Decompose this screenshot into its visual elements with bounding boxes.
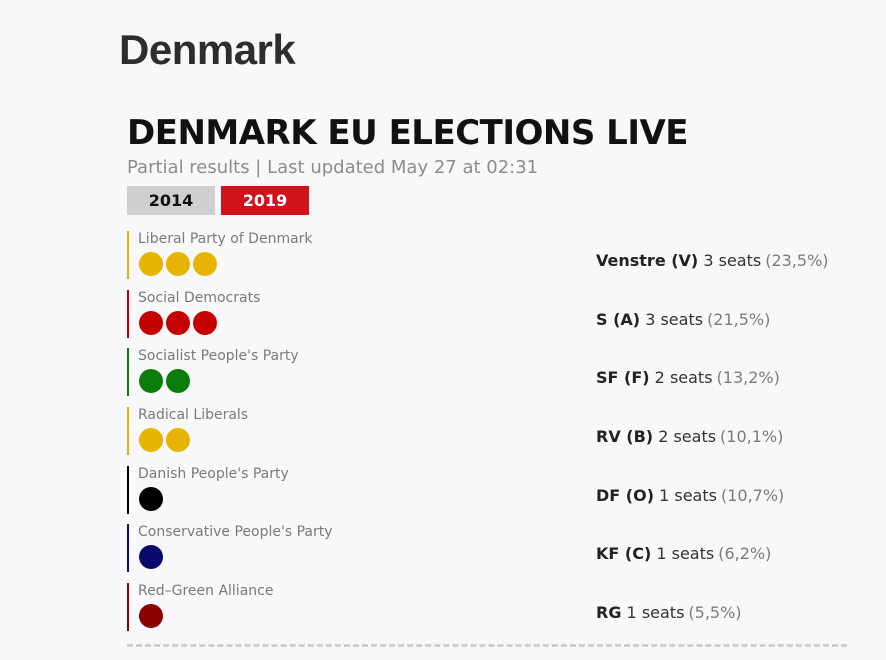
party-name: Red–Green Alliance bbox=[138, 583, 274, 600]
party-abbreviation: DF (O) bbox=[596, 485, 655, 505]
seat-dot bbox=[139, 486, 163, 511]
party-color-bar bbox=[127, 348, 129, 397]
party-percentage: (5,5%) bbox=[688, 603, 742, 623]
party-result: Venstre (V) 3 seats (23,5%) bbox=[596, 251, 829, 270]
party-seats: 1 seats bbox=[659, 485, 717, 505]
party-row: Liberal Party of Denmark Venstre (V) 3 se… bbox=[127, 231, 847, 290]
seat-dot bbox=[139, 545, 163, 570]
party-seats: 3 seats bbox=[703, 251, 762, 270]
party-row: Social Democrats S (A) 3 seats (21,5%) bbox=[127, 289, 847, 349]
party-result: SF (F) 2 seats (13,2%) bbox=[596, 368, 780, 387]
party-row: Conservative People's Party KF (C) 1 seat… bbox=[127, 524, 847, 583]
party-color-bar bbox=[127, 583, 129, 632]
seat-dot bbox=[166, 428, 190, 453]
divider bbox=[127, 644, 847, 647]
seat-dots bbox=[139, 428, 190, 453]
seat-dots bbox=[139, 486, 163, 511]
party-percentage: (6,2%) bbox=[718, 544, 772, 564]
party-seats: 2 seats bbox=[658, 427, 717, 447]
party-percentage: (10,1%) bbox=[720, 427, 784, 447]
party-list: Liberal Party of Denmark Venstre (V) 3 se… bbox=[127, 231, 847, 642]
party-name: Radical Liberals bbox=[138, 407, 249, 424]
party-name: Liberal Party of Denmark bbox=[138, 231, 313, 247]
party-seats: 2 seats bbox=[654, 368, 713, 388]
party-name: Social Democrats bbox=[138, 289, 261, 306]
widget-subtitle: Partial results | Last updated May 27 at… bbox=[127, 157, 539, 178]
party-result: RV (B) 2 seats (10,1%) bbox=[596, 427, 783, 446]
party-color-bar bbox=[127, 289, 129, 338]
party-color-bar bbox=[127, 465, 129, 514]
seat-dots bbox=[139, 545, 163, 570]
party-abbreviation: Venstre (V) bbox=[596, 251, 699, 270]
page-title: Denmark bbox=[119, 26, 296, 73]
party-result: DF (O) 1 seats (10,7%) bbox=[596, 486, 784, 505]
seat-dot bbox=[139, 428, 163, 453]
party-result: S (A) 3 seats (21,5%) bbox=[596, 310, 770, 329]
seat-dot bbox=[166, 310, 190, 335]
party-seats: 1 seats bbox=[656, 544, 715, 564]
seat-dot bbox=[139, 310, 163, 335]
seat-dot bbox=[139, 252, 163, 276]
election-widget: DENMARK EU ELECTIONS LIVE Partial result… bbox=[127, 112, 847, 642]
seat-dot bbox=[166, 252, 190, 276]
party-percentage: (23,5%) bbox=[765, 251, 829, 270]
party-abbreviation: KF (C) bbox=[596, 544, 652, 564]
party-color-bar bbox=[127, 407, 129, 456]
party-row: Radical Liberals RV (B) 2 seats (10,1%) bbox=[127, 407, 847, 466]
party-abbreviation: S (A) bbox=[596, 309, 641, 329]
seat-dots bbox=[139, 369, 190, 394]
tab-2019[interactable]: 2019 bbox=[221, 186, 309, 215]
party-percentage: (21,5%) bbox=[707, 309, 771, 329]
party-name: Conservative People's Party bbox=[138, 524, 333, 541]
party-percentage: (10,7%) bbox=[720, 485, 785, 505]
seat-dot bbox=[139, 604, 163, 629]
party-row: Red–Green Alliance RG 1 seats (5,5%) bbox=[127, 583, 847, 642]
widget-title: DENMARK EU ELECTIONS LIVE bbox=[127, 113, 689, 153]
party-name: Socialist People's Party bbox=[138, 348, 299, 365]
party-row: Danish People's Party DF (O) 1 seats (10,7… bbox=[127, 465, 847, 525]
party-percentage: (13,2%) bbox=[716, 368, 780, 388]
seat-dot bbox=[193, 310, 217, 335]
seat-dots bbox=[139, 604, 163, 629]
seat-dots bbox=[139, 252, 217, 276]
party-row: Socialist People's Party SF (F) 2 seats (1… bbox=[127, 348, 847, 407]
seat-dot bbox=[139, 369, 163, 394]
year-tabs: 2014 2019 bbox=[127, 186, 847, 215]
party-name: Danish People's Party bbox=[138, 465, 289, 482]
party-abbreviation: SF (F) bbox=[596, 368, 650, 388]
party-color-bar bbox=[127, 231, 129, 279]
tab-2014[interactable]: 2014 bbox=[127, 186, 215, 215]
seat-dots bbox=[139, 310, 217, 335]
party-result: KF (C) 1 seats (6,2%) bbox=[596, 544, 771, 563]
seat-dot bbox=[193, 252, 217, 276]
party-seats: 3 seats bbox=[645, 309, 704, 329]
seat-dot bbox=[166, 369, 190, 394]
party-abbreviation: RG bbox=[596, 603, 622, 623]
party-seats: 1 seats bbox=[626, 603, 685, 623]
party-color-bar bbox=[127, 524, 129, 573]
party-abbreviation: RV (B) bbox=[596, 427, 654, 447]
party-result: RG 1 seats (5,5%) bbox=[596, 603, 742, 622]
